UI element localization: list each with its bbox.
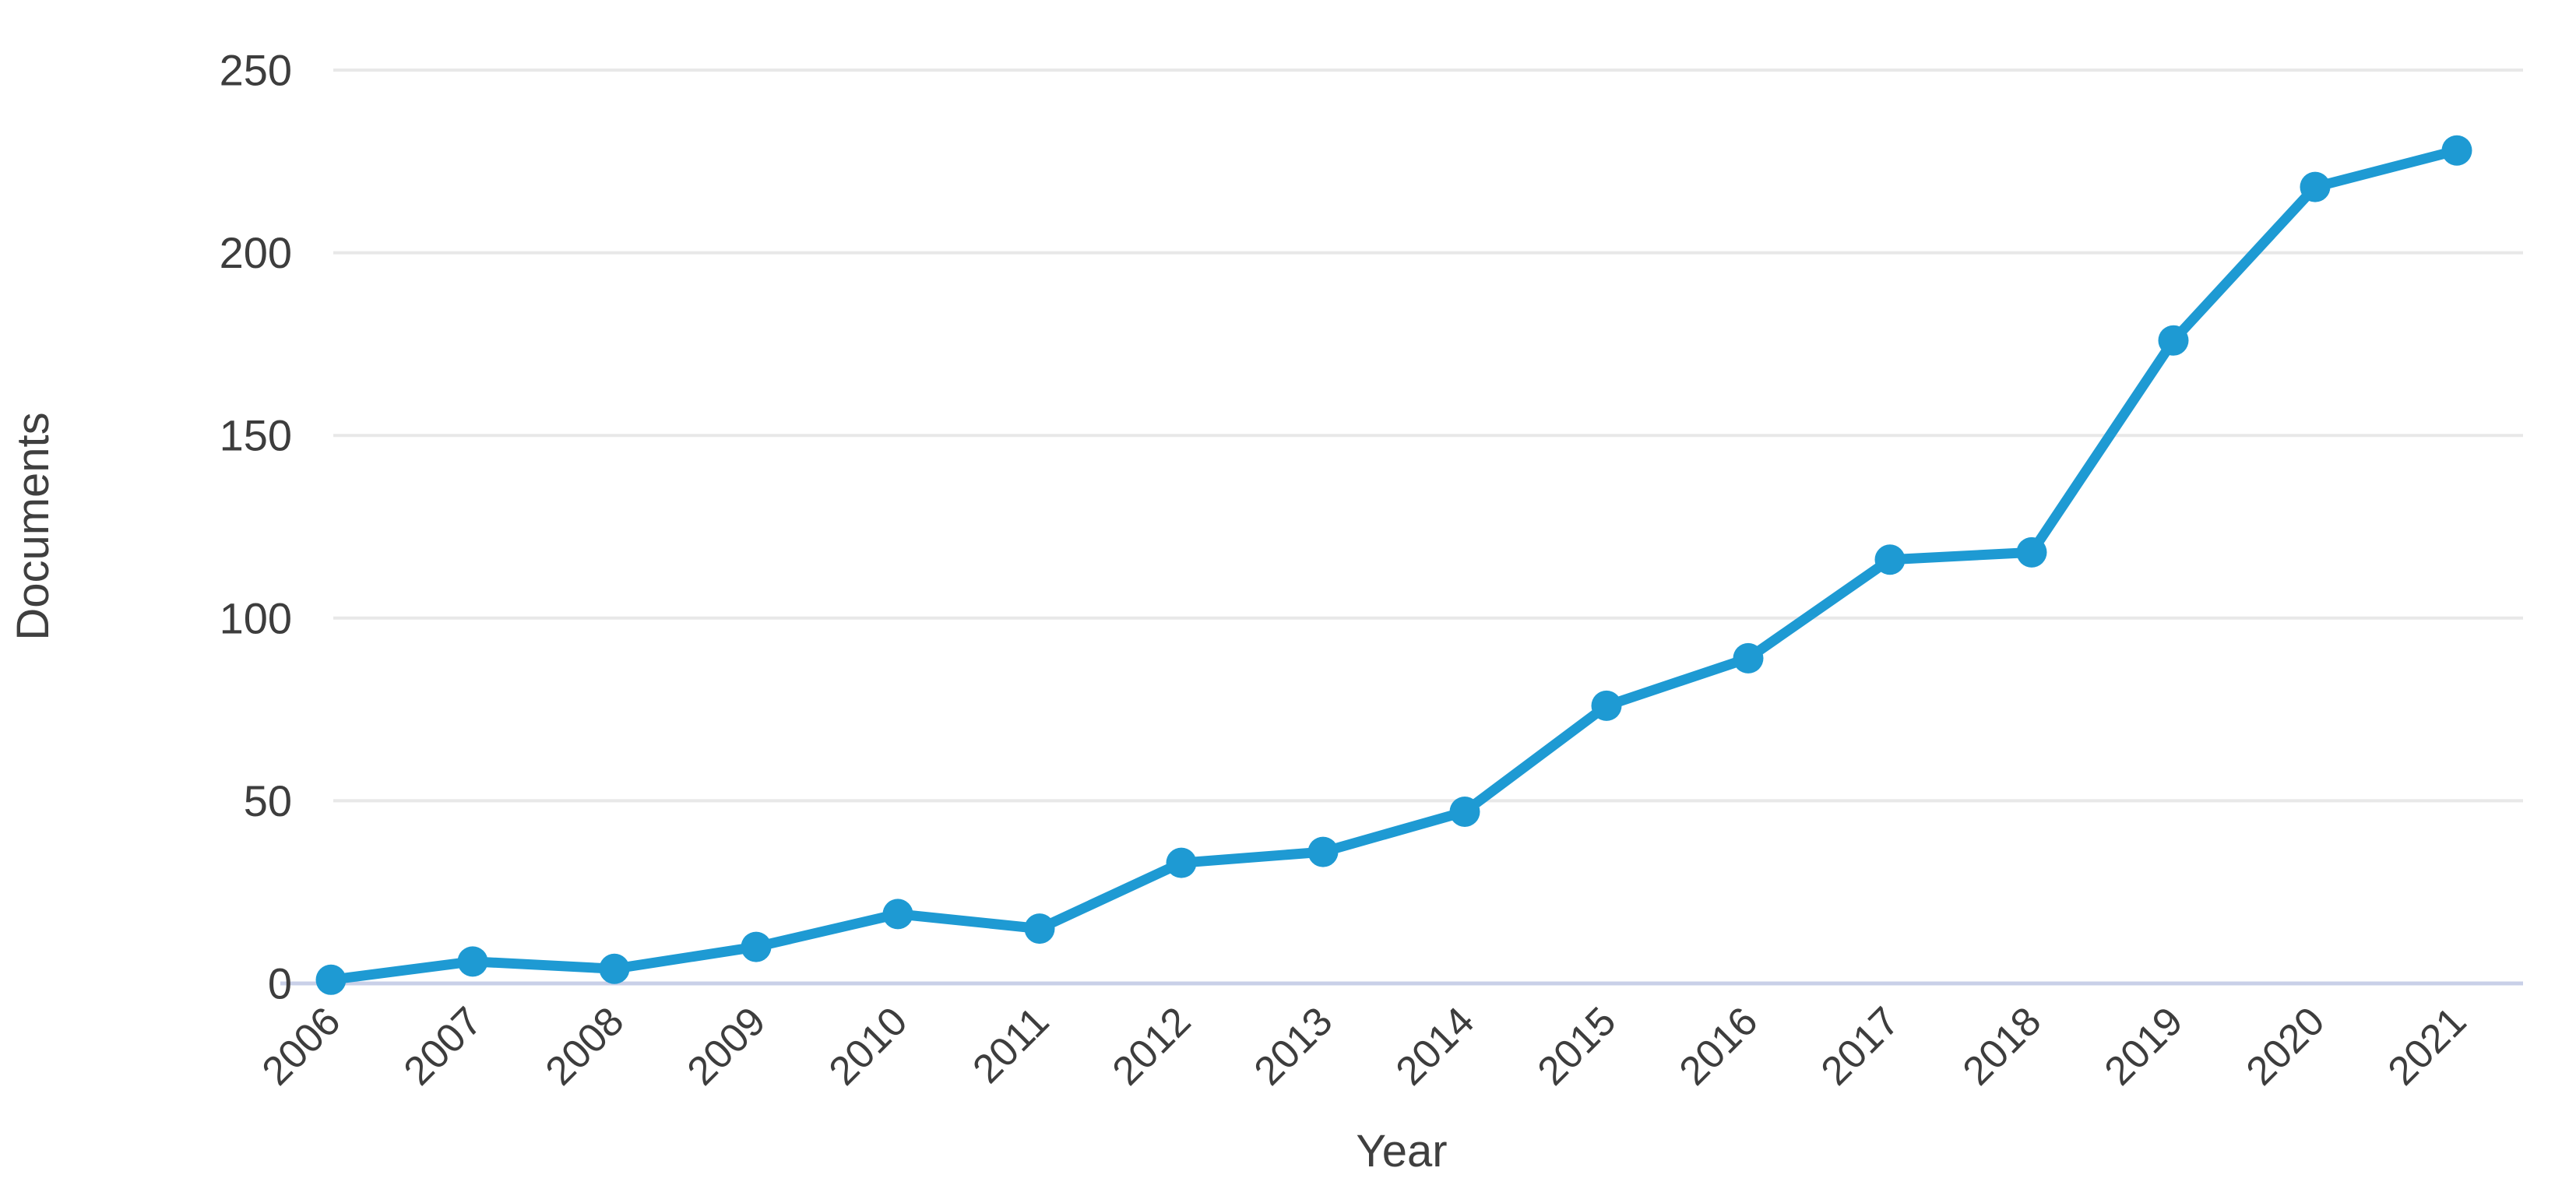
x-tick-label: 2010 <box>821 998 917 1094</box>
y-tick-label: 200 <box>220 228 292 277</box>
data-point <box>741 931 772 962</box>
x-tick-label: 2013 <box>1246 998 1342 1094</box>
data-series-line <box>326 145 2462 985</box>
x-tick-label: 2009 <box>679 998 775 1094</box>
y-axis-title: Documents <box>8 412 58 640</box>
x-tick-label: 2012 <box>1104 998 1200 1094</box>
y-tick-label: 50 <box>244 776 292 825</box>
x-tick-label: 2008 <box>537 998 633 1094</box>
x-tick-label: 2021 <box>2380 998 2476 1094</box>
data-point <box>315 964 347 995</box>
y-axis-tick-labels: 0 50 100 150 200 250 <box>220 46 292 1008</box>
data-point <box>2441 135 2472 166</box>
horizontal-gridlines <box>280 69 2523 986</box>
data-series-markers <box>315 135 2472 995</box>
data-point <box>1874 544 1906 575</box>
data-point <box>457 946 488 977</box>
x-tick-label: 2006 <box>254 998 350 1094</box>
y-tick-label: 250 <box>220 46 292 95</box>
y-tick-label: 100 <box>220 593 292 642</box>
x-tick-label: 2017 <box>1813 998 1909 1094</box>
x-tick-label: 2014 <box>1388 998 1483 1094</box>
data-point <box>1024 913 1055 944</box>
x-tick-label: 2020 <box>2238 998 2334 1094</box>
data-point <box>1449 796 1480 827</box>
data-point <box>1591 690 1622 721</box>
y-tick-label: 150 <box>220 411 292 460</box>
data-point <box>882 899 913 930</box>
data-point <box>599 953 630 984</box>
data-point <box>1166 847 1197 878</box>
x-axis-tick-labels: 2006 2007 2008 2009 2010 2011 2012 2013 2014 2015… <box>254 998 2476 1094</box>
data-point <box>1307 836 1339 867</box>
data-point <box>2300 171 2331 202</box>
x-tick-label: 2018 <box>1955 998 2050 1094</box>
y-tick-label: 0 <box>268 959 292 1008</box>
data-point <box>2158 325 2189 356</box>
x-tick-label: 2007 <box>396 998 491 1094</box>
x-axis-title: Year <box>1356 1126 1447 1177</box>
x-tick-label: 2019 <box>2096 998 2192 1094</box>
x-tick-label: 2016 <box>1671 998 1767 1094</box>
data-point <box>2016 536 2047 568</box>
data-point <box>1733 642 1764 674</box>
x-tick-label: 2011 <box>964 998 1057 1092</box>
x-tick-label: 2015 <box>1529 998 1625 1094</box>
